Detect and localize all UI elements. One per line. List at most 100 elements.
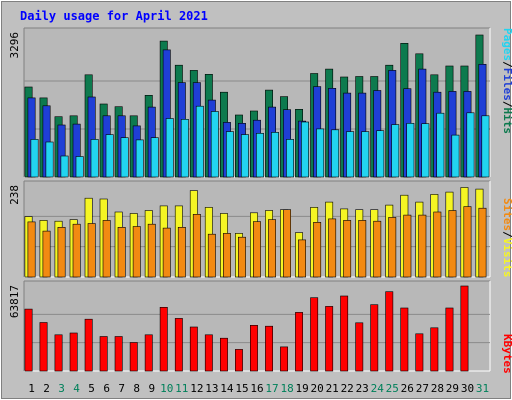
bar-sites-day-10 [162,227,171,278]
bar-kbytes-day-9 [144,334,153,372]
bar-sites-day-9 [147,223,156,278]
bar-pages-day-9 [150,137,159,178]
bar-kbytes-day-26 [400,307,409,372]
y-max-label: 3296 [8,32,21,59]
bar-sites-day-1 [27,221,36,278]
bar-kbytes-day-22 [340,295,349,372]
right-label-mid: Sites/Visits [501,198,512,278]
x-tick-label: 10 [160,382,173,395]
x-tick-label: 14 [220,382,234,395]
x-tick-label: 13 [205,382,218,395]
bar-kbytes-day-1 [24,308,33,372]
bar-kbytes-day-12 [189,326,198,372]
bar-pages-day-7 [120,137,129,178]
chart-panels: 3296 238 63817 [8,27,491,372]
x-tick-label: 16 [250,382,263,395]
bar-kbytes-day-20 [310,297,319,372]
x-tick-label: 9 [148,382,155,395]
x-tick-label: 22 [341,382,354,395]
bar-sites-day-25 [388,217,397,278]
x-tick-label: 23 [356,382,369,395]
x-tick-label: 5 [88,382,95,395]
x-tick-label: 4 [73,382,80,395]
x-tick-label: 25 [386,382,399,395]
right-label-part: Hits [501,108,512,135]
bar-sites-day-24 [373,220,382,278]
right-label-part: Pages [501,28,512,61]
x-tick-label: 24 [371,382,385,395]
x-tick-label: 21 [326,382,339,395]
x-tick-label: 2 [43,382,50,395]
bar-kbytes-day-19 [295,312,303,372]
bar-kbytes-day-10 [159,306,168,372]
x-tick-label: 31 [476,382,489,395]
bar-kbytes-day-11 [174,318,183,372]
bar-sites-day-21 [328,218,337,278]
bar-pages-day-15 [241,134,249,178]
bar-sites-day-6 [102,220,111,278]
bar-kbytes-day-24 [370,304,379,372]
bar-sites-day-31 [478,207,487,278]
x-tick-label: 12 [190,382,203,395]
bar-pages-day-2 [45,141,54,178]
bar-pages-day-26 [406,123,415,178]
bar-sites-day-17 [268,219,276,278]
bar-sites-day-14 [223,233,231,278]
bar-kbytes-day-6 [99,336,108,372]
x-tick-label: 1 [28,382,35,395]
bar-kbytes-day-4 [69,332,78,372]
right-label-top: Pages/Files/Hits [501,28,512,134]
right-label-part: Sites [501,198,512,231]
hits-panel: 3296 [8,27,491,178]
bar-pages-day-29 [451,134,460,178]
x-tick-label: 30 [461,382,474,395]
x-tick-label: 8 [133,382,140,395]
bar-kbytes-day-29 [445,307,454,372]
x-tick-label: 11 [175,382,188,395]
right-label-part: KBytes [501,334,512,374]
bar-kbytes-day-8 [129,342,138,372]
bar-sites-day-30 [463,206,472,278]
bar-pages-day-16 [255,133,264,178]
bar-kbytes-day-21 [325,306,334,372]
bar-sites-day-12 [192,214,201,278]
bar-kbytes-day-23 [355,322,364,372]
bar-sites-day-15 [238,236,246,278]
x-tick-label: 28 [431,382,444,395]
bar-pages-day-31 [481,115,490,178]
x-tick-label: 29 [446,382,459,395]
chart-title: Daily usage for April 2021 [20,9,208,23]
bar-pages-day-24 [376,130,385,178]
bar-sites-day-11 [177,227,186,278]
bar-sites-day-22 [343,220,352,278]
bar-pages-day-6 [105,134,114,178]
bar-kbytes-day-30 [460,285,469,372]
x-axis-day-labels: 1 2 3 4 5 6 7 8 9 10 11 12 13 14 15 16 17 18 19 20 21 22 23 24 2… [28,382,489,395]
bar-kbytes-day-3 [54,334,63,372]
bar-pages-day-27 [421,123,430,178]
bar-kbytes-day-18 [280,346,288,372]
x-tick-label: 17 [265,382,278,395]
bar-sites-day-20 [313,222,322,278]
bar-kbytes-day-14 [220,337,228,372]
right-label-part: Files [501,68,512,101]
bar-kbytes-day-28 [430,327,439,372]
bar-pages-day-14 [226,131,234,178]
x-tick-label: 15 [235,382,248,395]
x-tick-label: 27 [416,382,429,395]
right-label-part: / [501,231,512,238]
bar-sites-day-26 [403,214,412,278]
y-max-label: 63817 [8,285,21,318]
right-label-part: / [501,101,512,108]
bar-sites-day-29 [448,210,457,278]
bar-pages-day-22 [346,131,355,178]
bar-sites-day-4 [72,223,81,278]
bar-kbytes-day-13 [204,334,213,372]
bar-kbytes-day-7 [114,336,123,372]
bar-sites-day-3 [57,227,66,278]
kbytes-panel: 63817 [8,280,491,372]
bar-pages-day-18 [286,139,294,178]
